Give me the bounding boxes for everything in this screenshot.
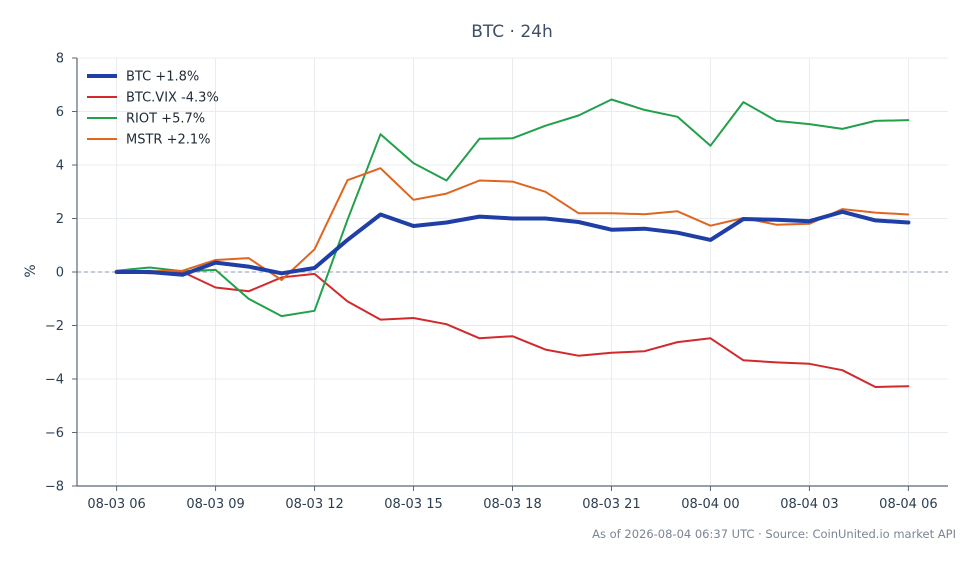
legend-label: RIOT +5.7% [126,112,205,127]
y-tick-label: 4 [56,159,64,174]
x-tick-label: 08-03 15 [384,497,442,512]
chart-title: BTC · 24h [471,22,553,42]
axes: −8 −6 −4 −2 0 2 4 6 8 08-03 06 08-03 09 08-03 12 08-… [45,52,948,512]
x-tick-label: 08-04 03 [780,497,838,512]
x-tick-label: 08-03 21 [582,497,640,512]
y-axis-label: % [23,264,39,277]
y-tick-label: 2 [56,212,64,227]
y-tick-label: −2 [45,319,64,334]
x-tick-label: 08-03 06 [87,497,145,512]
x-tick-label: 08-03 18 [483,497,541,512]
x-tick-label: 08-04 00 [681,497,739,512]
series-lines [114,98,911,388]
legend-label: BTC.VIX -4.3% [126,91,219,106]
y-tick-label: 6 [56,105,64,120]
y-tick-label: −6 [45,426,64,441]
y-tick-label: −4 [45,373,64,388]
x-tick-label: 08-04 06 [879,497,937,512]
legend-label: BTC +1.8% [126,70,199,85]
source-footnote: As of 2026-08-04 06:37 UTC · Source: Coi… [592,527,956,541]
x-tick-label: 08-03 12 [285,497,343,512]
legend-label: MSTR +2.1% [126,133,211,148]
x-tick-label: 08-03 09 [186,497,244,512]
y-tick-label: −8 [45,480,64,495]
y-tick-label: 8 [56,52,64,67]
series-line-mstr [115,167,910,281]
series-line-btc [114,209,911,277]
y-tick-label: 0 [56,266,64,281]
series-line-btc-vix [115,271,910,388]
series-line-riot [115,98,910,318]
legend: BTC +1.8% BTC.VIX -4.3% RIOT +5.7% MSTR +2.… [87,70,219,148]
